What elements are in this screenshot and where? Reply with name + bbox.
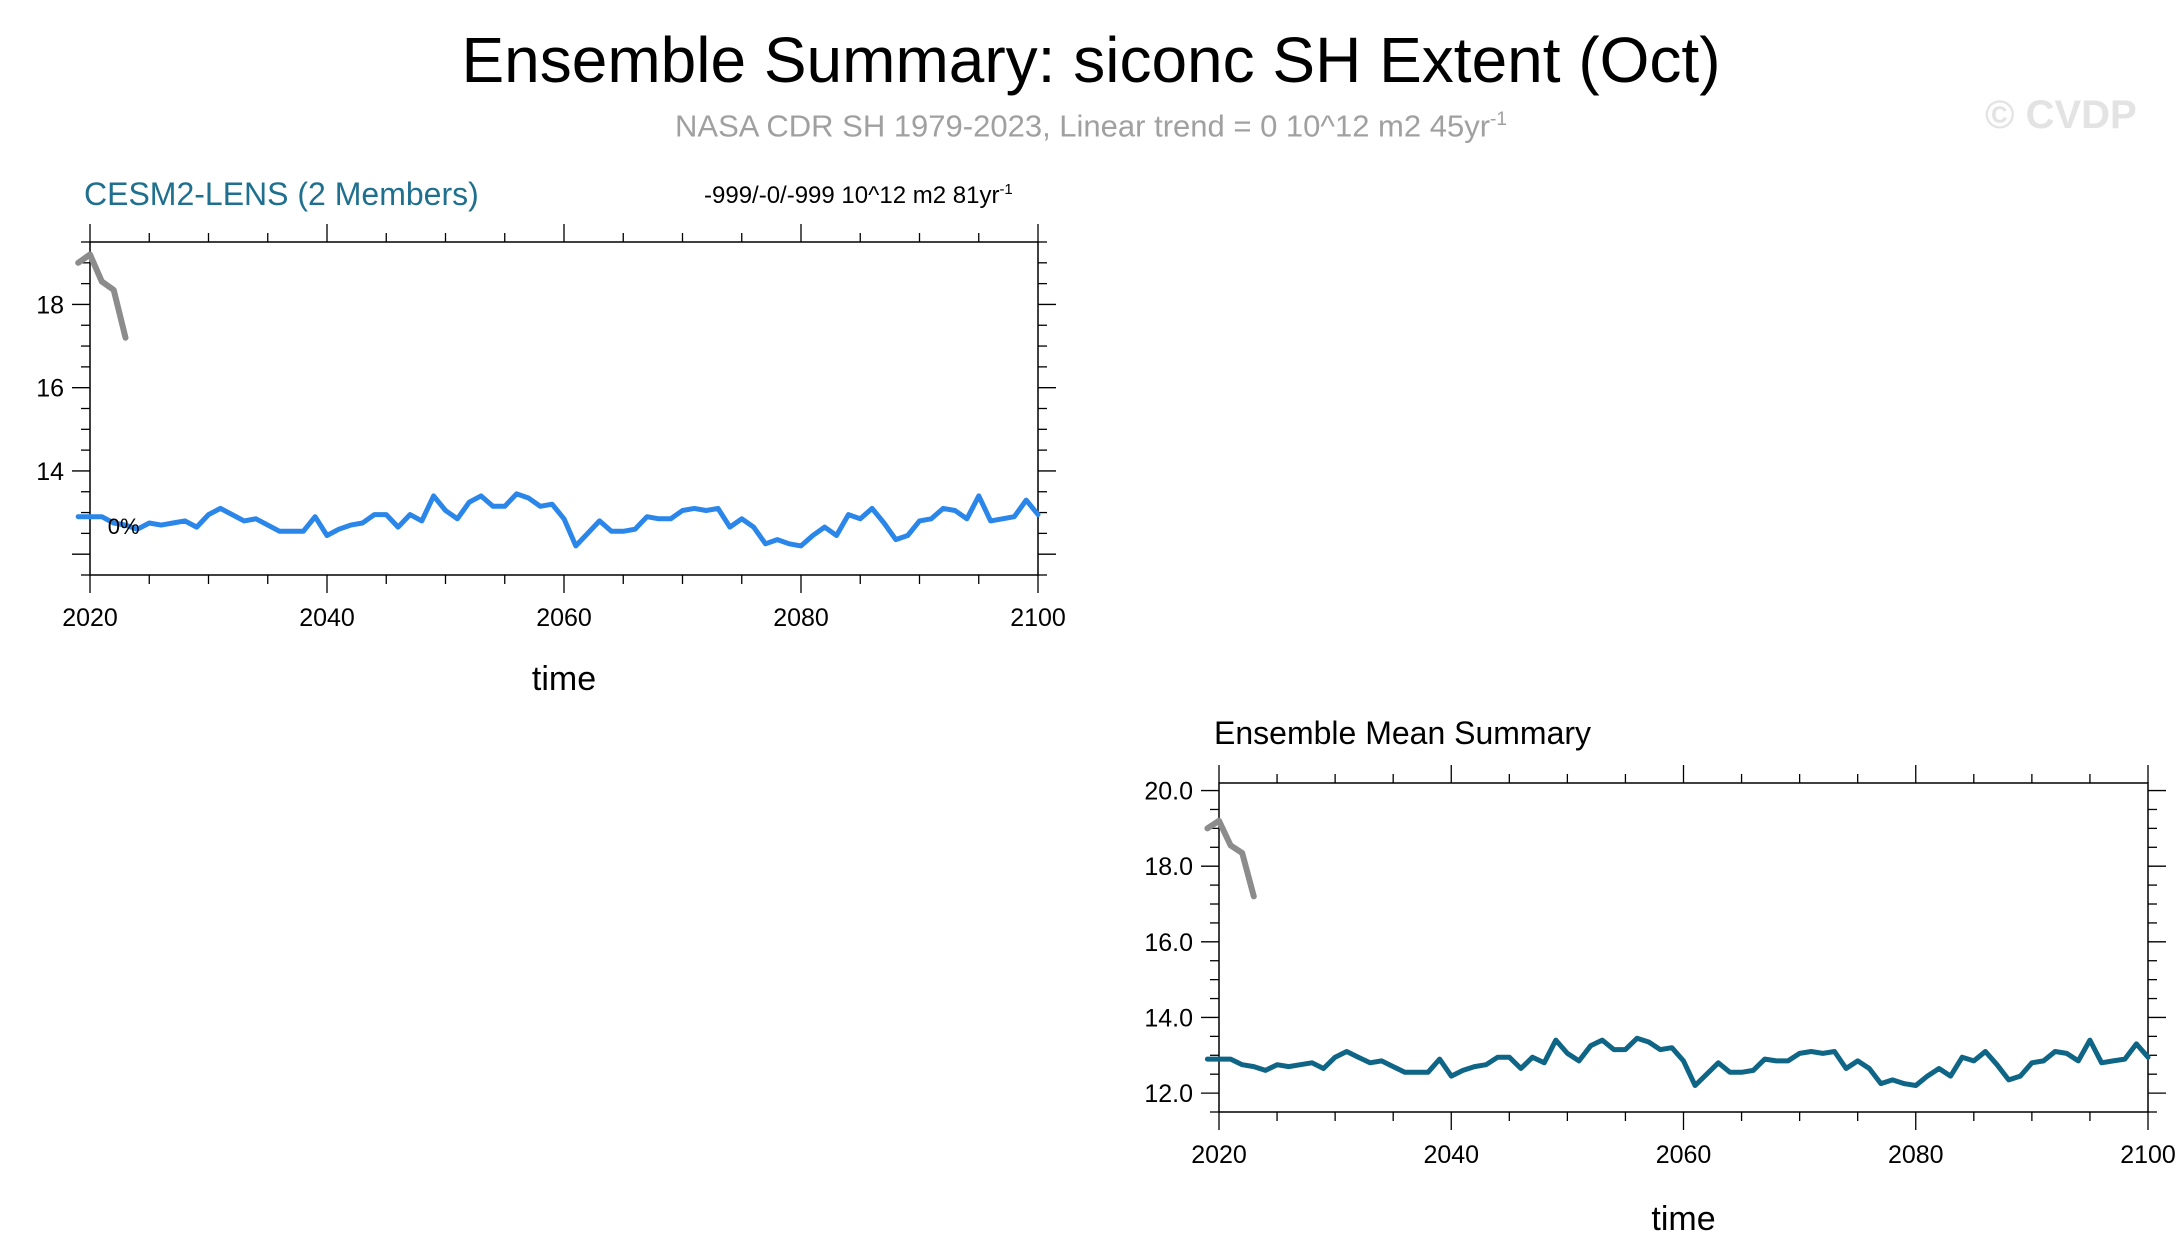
panel2-x-tick-label: 2040 — [1423, 1141, 1479, 1169]
panel2-x-tick-label: 2100 — [2120, 1141, 2176, 1169]
panel2-y-tick-label: 16.0 — [1144, 929, 1193, 957]
panel2-y-tick-label: 12.0 — [1144, 1080, 1193, 1108]
panel2-title: Ensemble Mean Summary — [1214, 715, 1592, 751]
panel2-y-tick-label: 14.0 — [1144, 1004, 1193, 1032]
panel1-trend-label: -999/-0/-999 10^12 m2 81yr-1 — [704, 181, 1013, 210]
panel2-model-series-line — [1204, 1035, 2151, 1088]
panel1-x-axis-label: time — [532, 660, 596, 698]
panel2-x-axis-label: time — [1651, 1200, 1715, 1238]
panel2-x-tick-label: 2020 — [1191, 1141, 1247, 1169]
subtitle-exponent: -1 — [1490, 109, 1507, 130]
panel1-y-tick-label: 14 — [36, 458, 64, 486]
panel1-chart: 2020 2040 2060 2080 2100 14 16 18 time 0% — [36, 224, 1066, 698]
panel1-x-tick-label: 2040 — [299, 604, 355, 632]
panel1-model-series-line — [75, 491, 1041, 549]
panel1-x-tick-label: 2020 — [62, 604, 118, 632]
panel1-trend-exponent: -1 — [999, 181, 1013, 198]
panel1-percent-annotation: 0% — [108, 514, 140, 539]
panel2-x-tick-label: 2080 — [1888, 1141, 1944, 1169]
panel1-title: CESM2-LENS (2 Members) — [84, 176, 479, 212]
panel2-chart: 2020 2040 2060 2080 2100 12.0 14.0 16.0 18.0 20.0… — [1144, 765, 2176, 1238]
panel1-y-tick-label: 18 — [36, 291, 64, 319]
panel1-y-tick-label: 16 — [36, 375, 64, 403]
panel1-x-tick-label: 2060 — [536, 604, 592, 632]
panel2-x-tick-label: 2060 — [1656, 1141, 1712, 1169]
subtitle-text: NASA CDR SH 1979-2023, Linear trend = 0 … — [675, 108, 1491, 144]
figure-title: Ensemble Summary: siconc SH Extent (Oct) — [461, 24, 1721, 96]
panel1-x-tick-label: 2080 — [773, 604, 829, 632]
panel2-y-tick-label: 20.0 — [1144, 778, 1193, 806]
panel1-observation-line — [75, 251, 129, 341]
panel1-trend-text: -999/-0/-999 10^12 m2 81yr — [704, 182, 1000, 209]
panel2-observation-line — [1204, 817, 1257, 900]
cvdp-watermark: © CVDP — [1985, 93, 2137, 137]
panel2-y-tick-label: 18.0 — [1144, 853, 1193, 881]
figure-subtitle: NASA CDR SH 1979-2023, Linear trend = 0 … — [0, 100, 2182, 146]
panel1-x-tick-label: 2100 — [1010, 604, 1066, 632]
